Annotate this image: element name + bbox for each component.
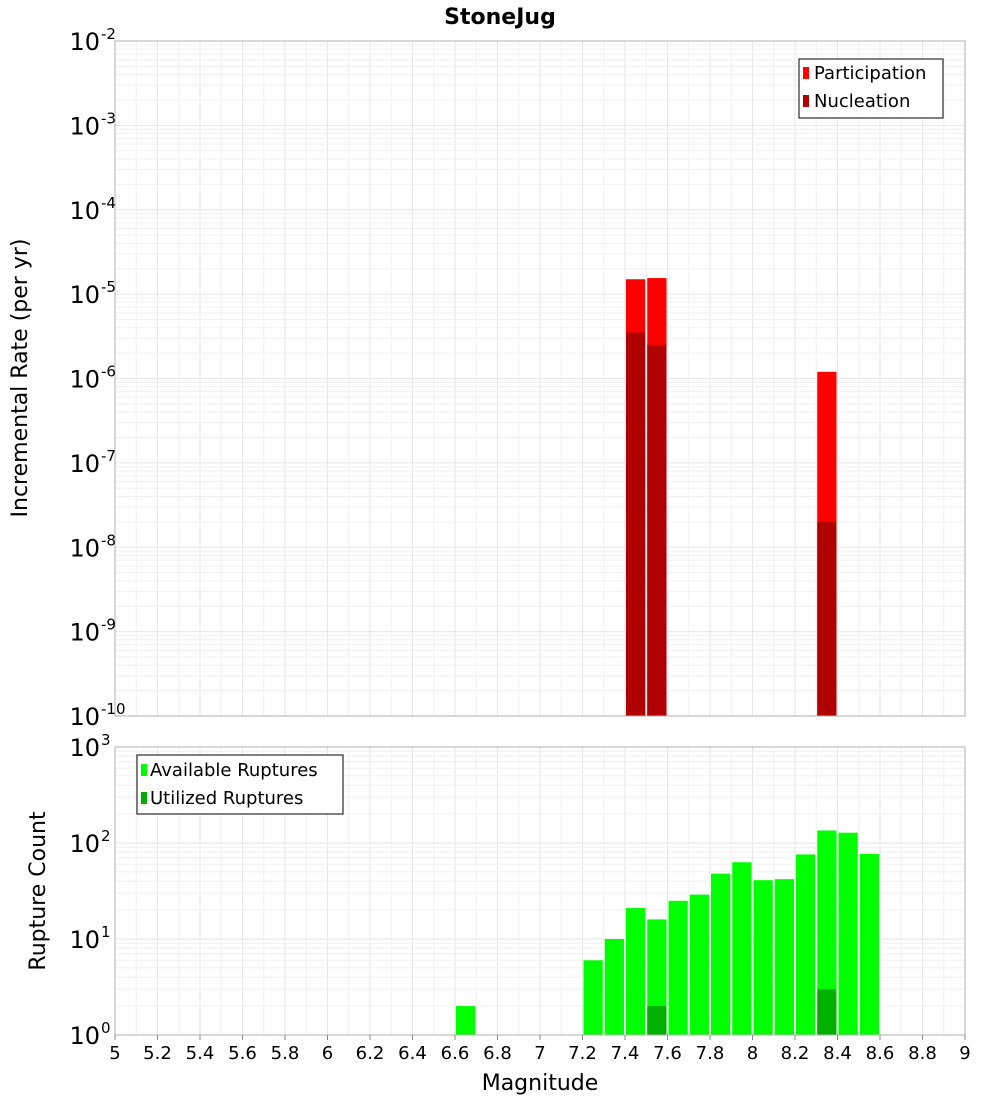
bar-available-ruptures bbox=[774, 879, 794, 1035]
top-y-tick-exponent: -10 bbox=[101, 700, 126, 718]
bottom-y-tick-exponent: 0 bbox=[101, 1019, 111, 1037]
bar-nucleation bbox=[647, 344, 667, 716]
bottom-bars bbox=[456, 830, 879, 1035]
x-tick-label: 8.6 bbox=[866, 1043, 895, 1064]
top-y-tick-exponent: -8 bbox=[101, 531, 116, 549]
bar-available-ruptures bbox=[583, 960, 603, 1035]
x-axis-label: Magnitude bbox=[482, 1071, 599, 1096]
x-tick-label: 6.8 bbox=[483, 1043, 512, 1064]
bar-available-ruptures bbox=[668, 900, 688, 1035]
bar-available-ruptures bbox=[838, 832, 858, 1035]
legend-label-participation: Participation bbox=[814, 63, 926, 84]
legend-swatch-available-ruptures bbox=[141, 764, 147, 776]
top-legend: Participation Nucleation bbox=[798, 58, 944, 119]
top-plot-frame bbox=[114, 40, 966, 717]
x-tick-label: 8 bbox=[747, 1043, 758, 1064]
x-tick-label: 7 bbox=[534, 1043, 545, 1064]
top-y-tick-label: 10 bbox=[69, 366, 100, 394]
top-gridlines bbox=[115, 41, 965, 716]
legend-swatch-utilized-ruptures bbox=[141, 792, 147, 804]
bottom-y-axis-label: Rupture Count bbox=[26, 811, 51, 971]
bottom-y-tick-exponent: 2 bbox=[101, 827, 111, 845]
x-tick-label: 5.4 bbox=[186, 1043, 215, 1064]
top-y-tick-exponent: -2 bbox=[101, 25, 116, 43]
bottom-y-tick-exponent: 3 bbox=[101, 731, 111, 749]
top-y-tick-exponent: -5 bbox=[101, 278, 116, 296]
top-y-tick-label: 10 bbox=[69, 197, 100, 225]
top-y-tick-label: 10 bbox=[69, 534, 100, 562]
top-y-tick-label: 10 bbox=[69, 28, 100, 56]
top-y-tick-label: 10 bbox=[69, 281, 100, 309]
bar-available-ruptures bbox=[796, 854, 816, 1035]
bar-available-ruptures bbox=[626, 908, 646, 1035]
x-tick-label: 8.8 bbox=[908, 1043, 937, 1064]
legend-label-nucleation: Nucleation bbox=[814, 91, 910, 112]
chart-title: StoneJug bbox=[444, 5, 556, 30]
legend-swatch-participation bbox=[803, 67, 809, 79]
top-y-tick-exponent: -4 bbox=[101, 194, 116, 212]
bar-available-ruptures bbox=[817, 830, 837, 1035]
bottom-y-tick-label: 10 bbox=[69, 926, 100, 954]
bar-nucleation bbox=[626, 332, 646, 716]
bar-available-ruptures bbox=[732, 862, 752, 1035]
bottom-y-tick-label: 10 bbox=[69, 1022, 100, 1050]
x-tick-label: 6.6 bbox=[441, 1043, 470, 1064]
x-tick-label: 7.4 bbox=[611, 1043, 640, 1064]
bar-available-ruptures bbox=[689, 894, 709, 1035]
top-y-tick-label: 10 bbox=[69, 450, 100, 478]
x-tick-label: 8.4 bbox=[823, 1043, 852, 1064]
x-tick-label: 5.2 bbox=[143, 1043, 172, 1064]
bottom-legend: Available Ruptures Utilized Ruptures bbox=[136, 754, 344, 815]
x-tick-label: 7.6 bbox=[653, 1043, 682, 1064]
x-tick-label: 8.2 bbox=[781, 1043, 810, 1064]
bar-available-ruptures bbox=[711, 873, 731, 1035]
top-y-tick-exponent: -6 bbox=[101, 363, 116, 381]
top-y-tick-exponent: -9 bbox=[101, 616, 116, 634]
bottom-y-tick-label: 10 bbox=[69, 734, 100, 762]
bar-utilized-ruptures bbox=[817, 989, 837, 1035]
x-tick-label: 7.2 bbox=[568, 1043, 597, 1064]
bottom-x-ticks: 5 5.2 5.4 5.6 5.8 6 6.2 6.4 6.6 6.8 7 7.2 7.4 7.6 7.8 8… bbox=[109, 1035, 971, 1064]
legend-swatch-nucleation bbox=[803, 95, 809, 107]
x-tick-label: 7.8 bbox=[696, 1043, 725, 1064]
top-y-tick-label: 10 bbox=[69, 703, 100, 731]
legend-label-available-ruptures: Available Ruptures bbox=[150, 760, 318, 781]
legend-label-utilized-ruptures: Utilized Ruptures bbox=[150, 788, 303, 809]
bottom-y-tick-label: 10 bbox=[69, 830, 100, 858]
bottom-legend-box bbox=[136, 754, 344, 815]
x-tick-label: 6.4 bbox=[398, 1043, 427, 1064]
bar-nucleation bbox=[817, 521, 837, 716]
x-tick-label: 5.6 bbox=[228, 1043, 257, 1064]
x-tick-label: 5 bbox=[109, 1043, 120, 1064]
x-tick-label: 5.8 bbox=[271, 1043, 300, 1064]
top-legend-box bbox=[798, 58, 944, 119]
x-tick-label: 9 bbox=[959, 1043, 970, 1064]
bar-available-ruptures bbox=[859, 853, 879, 1035]
x-tick-label: 6.2 bbox=[356, 1043, 385, 1064]
bar-available-ruptures bbox=[456, 1006, 476, 1035]
top-bars bbox=[626, 278, 837, 716]
top-y-tick-label: 10 bbox=[69, 112, 100, 140]
bar-utilized-ruptures bbox=[647, 1006, 667, 1035]
top-y-tick-label: 10 bbox=[69, 619, 100, 647]
top-y-tick-exponent: -3 bbox=[101, 109, 116, 127]
top-y-axis-label: Incremental Rate (per yr) bbox=[8, 239, 33, 518]
top-y-tick-exponent: -7 bbox=[101, 447, 116, 465]
bar-available-ruptures bbox=[604, 939, 624, 1035]
x-tick-label: 6 bbox=[322, 1043, 333, 1064]
bar-available-ruptures bbox=[753, 880, 773, 1035]
bottom-y-tick-exponent: 1 bbox=[101, 923, 111, 941]
